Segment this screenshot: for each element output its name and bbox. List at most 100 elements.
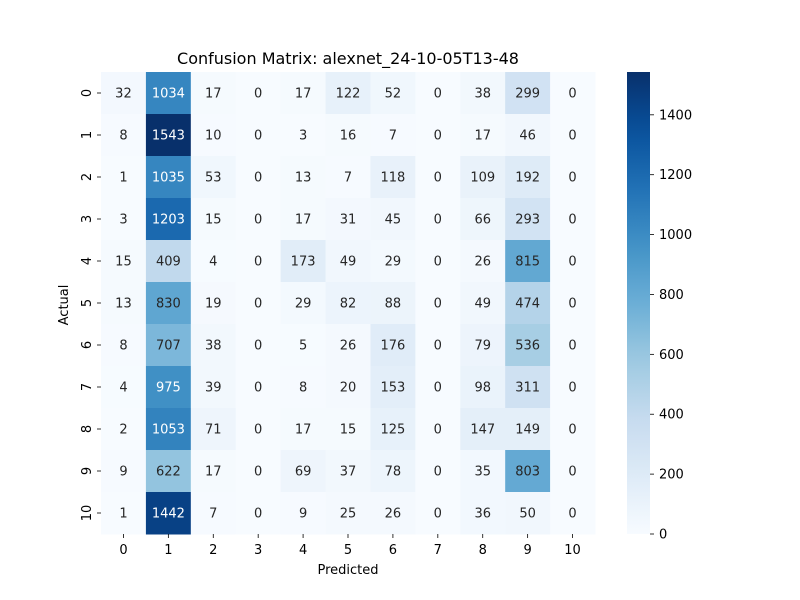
- cell-value-label: 192: [515, 171, 540, 186]
- heatmap-cell: [280, 282, 327, 325]
- heatmap-cell: [190, 72, 237, 115]
- heatmap-cell: [145, 282, 192, 325]
- heatmap-cell: [145, 366, 192, 409]
- cell-value-label: 19: [205, 297, 222, 312]
- x-tick-label: 3: [254, 543, 262, 558]
- cell-value-label: 15: [115, 255, 132, 270]
- cell-value-label: 147: [470, 423, 495, 438]
- heatmap-cell: [550, 282, 596, 325]
- heatmap-cell: [235, 492, 282, 535]
- x-tick-label: 9: [523, 543, 531, 558]
- heatmap-cell: [190, 324, 237, 367]
- x-tick-label: 4: [299, 543, 307, 558]
- cell-value-label: 7: [209, 507, 217, 522]
- y-tick-label: 4: [80, 257, 95, 265]
- heatmap-cell: [190, 282, 237, 325]
- cell-value-label: 1034: [152, 87, 185, 102]
- colorbar-tick-label: 1000: [659, 228, 692, 243]
- cell-value-label: 13: [115, 297, 132, 312]
- heatmap-cell: [145, 240, 192, 283]
- heatmap-cell: [325, 240, 371, 283]
- heatmap-cell: [325, 72, 371, 115]
- cell-value-label: 71: [205, 423, 222, 438]
- heatmap-cell: [415, 366, 461, 409]
- y-axis-ticks: 0 1 2 3 4 5 6 7 8 9 10: [80, 89, 101, 521]
- y-tick-label: 7: [80, 383, 95, 391]
- heatmap-cell: [415, 408, 461, 451]
- heatmap-cell: [325, 156, 371, 199]
- cell-value-label: 1053: [152, 423, 185, 438]
- cell-value-label: 78: [385, 465, 402, 480]
- heatmap-cell: [415, 198, 461, 241]
- cell-value-label: 975: [156, 381, 181, 396]
- cell-value-label: 0: [254, 129, 262, 144]
- cell-value-label: 29: [295, 297, 312, 312]
- heatmap-cell: [235, 156, 282, 199]
- cell-value-label: 0: [434, 423, 442, 438]
- heatmap-cell: [325, 324, 371, 367]
- cell-value-label: 46: [519, 129, 536, 144]
- heatmap-cell: [460, 282, 506, 325]
- cell-value-label: 0: [568, 507, 576, 522]
- heatmap-cell: [280, 198, 327, 241]
- heatmap-cell: [460, 198, 506, 241]
- y-axis-label: Actual: [57, 285, 72, 326]
- cell-value-label: 17: [295, 87, 312, 102]
- cell-value-label: 31: [340, 213, 357, 228]
- heatmap-cell: [190, 156, 237, 199]
- colorbar-tick-label: 0: [659, 528, 667, 543]
- cell-value-label: 26: [340, 339, 357, 354]
- cell-value-label: 9: [299, 507, 307, 522]
- heatmap-cell: [325, 450, 371, 493]
- colorbar-tick-label: 1200: [659, 168, 692, 183]
- cell-value-label: 38: [474, 87, 491, 102]
- heatmap-cell: [280, 366, 327, 409]
- heatmap-cell: [505, 198, 551, 241]
- cell-value-label: 149: [515, 423, 540, 438]
- heatmap-cell: [460, 492, 506, 535]
- cell-value-label: 707: [156, 339, 181, 354]
- heatmap-cell: [550, 408, 596, 451]
- cell-value-label: 1: [119, 507, 127, 522]
- cell-value-label: 82: [340, 297, 357, 312]
- x-tick-label: 0: [119, 543, 127, 558]
- cell-value-label: 0: [254, 465, 262, 480]
- colorbar-tick-label: 400: [659, 408, 684, 423]
- cell-value-label: 35: [474, 465, 491, 480]
- cell-value-label: 7: [344, 171, 352, 186]
- heatmap-cell: [280, 72, 327, 115]
- heatmap-cell: [370, 408, 416, 451]
- heatmap-cell: [280, 450, 327, 493]
- heatmap-cell: [235, 114, 282, 157]
- heatmap-cell: [505, 114, 551, 157]
- heatmap-cell: [370, 450, 416, 493]
- cell-value-label: 1543: [152, 129, 185, 144]
- cell-value-label: 17: [205, 87, 222, 102]
- heatmap-cell: [280, 156, 327, 199]
- cell-value-label: 29: [385, 255, 402, 270]
- cell-value-label: 69: [295, 465, 312, 480]
- colorbar-gradient: [627, 72, 650, 534]
- heatmap-cell: [101, 282, 147, 325]
- heatmap-cell: [325, 408, 371, 451]
- cell-value-label: 0: [254, 297, 262, 312]
- heatmap-cell: [370, 114, 416, 157]
- heatmap-cell: [280, 324, 327, 367]
- heatmap-cell: [101, 72, 147, 115]
- cell-value-label: 20: [340, 381, 357, 396]
- heatmap-cell: [235, 282, 282, 325]
- heatmap-cell: [550, 114, 596, 157]
- cell-value-label: 38: [205, 339, 222, 354]
- cell-value-label: 3: [299, 129, 307, 144]
- heatmap-cell: [235, 240, 282, 283]
- heatmap-cell: [550, 198, 596, 241]
- x-tick-label: 7: [434, 543, 442, 558]
- heatmap-cell: [505, 324, 551, 367]
- cell-value-label: 536: [515, 339, 540, 354]
- cell-value-label: 4: [209, 255, 217, 270]
- cell-value-label: 409: [156, 255, 181, 270]
- heatmap-cell: [145, 450, 192, 493]
- heatmap-cell: [325, 114, 371, 157]
- cell-value-label: 0: [568, 255, 576, 270]
- heatmap-cell: [370, 492, 416, 535]
